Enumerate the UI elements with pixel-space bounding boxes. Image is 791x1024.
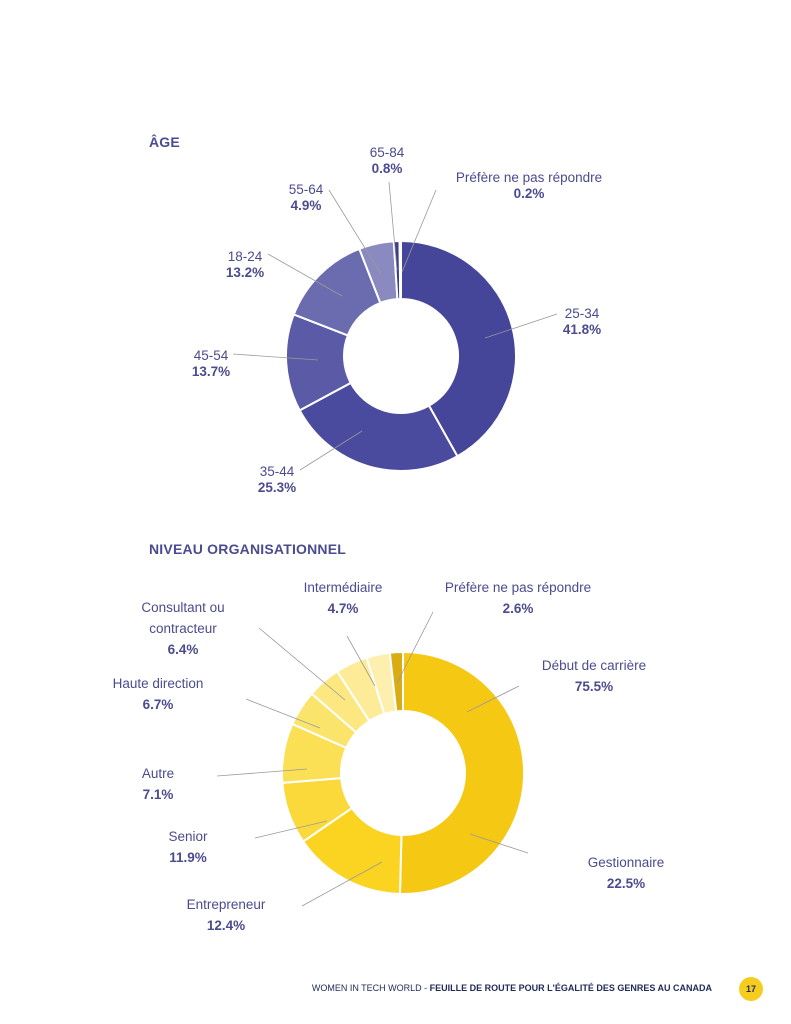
label-autre: Autre <box>142 766 174 781</box>
label-gestionnaire: Gestionnaire <box>588 855 665 870</box>
label-pct-autre: 7.1% <box>143 787 174 802</box>
label-pct-25-34: 41.8% <box>563 322 601 337</box>
footer-publisher: WOMEN IN TECH WORLD - <box>311 983 430 993</box>
footer-text: WOMEN IN TECH WORLD - FEUILLE DE ROUTE P… <box>0 978 712 998</box>
leader-line-intermediaire <box>346 635 376 687</box>
footer-doc-title: FEUILLE DE ROUTE POUR L'ÉGALITÉ DES GENR… <box>429 983 712 993</box>
leader-line-gestionnaire <box>469 833 529 854</box>
donut-chart-org-level: Début de carrière 75.5% Gestionnaire 22.5% E… <box>113 580 665 933</box>
label-debut-de-carriere: Début de carrière <box>542 658 646 673</box>
label-senior: Senior <box>168 829 208 844</box>
leader-line-autre <box>216 768 308 777</box>
leader-line-prefere-ne-pas-repondre <box>396 611 434 684</box>
label-18-24: 18-24 <box>228 249 263 264</box>
label-25-34: 25-34 <box>565 306 600 321</box>
page-number-badge: 17 <box>739 977 763 1001</box>
leader-line-senior <box>254 820 328 839</box>
org-level-section-title: NIVEAU ORGANISATIONNEL <box>149 541 347 557</box>
label-35-44: 35-44 <box>260 464 295 479</box>
label-entrepreneur: Entrepreneur <box>187 897 266 912</box>
label-55-64: 55-64 <box>289 182 324 197</box>
leader-line-45-54 <box>232 353 319 361</box>
label-pct-intermediaire: 4.7% <box>328 601 359 616</box>
label-pct-entrepreneur: 12.4% <box>207 918 245 933</box>
label-haute-direction: Haute direction <box>113 676 204 691</box>
leader-line-18-24 <box>267 253 343 297</box>
slice-prefere-ne-pas-repondre <box>388 650 404 713</box>
leader-line-35-44 <box>299 430 363 471</box>
leader-line-65-84 <box>388 181 398 271</box>
label-prefere-ne-pas-repondre: Préfère ne pas répondre <box>456 170 602 185</box>
label-pct-senior: 11.9% <box>169 850 207 865</box>
label-45-54: 45-54 <box>194 348 229 363</box>
slice-25-34 <box>400 239 517 458</box>
label-pct-consultant-ou-contracteur: 6.4% <box>168 642 199 657</box>
label-pct-prefere-ne-pas-repondre: 0.2% <box>514 186 545 201</box>
label-prefere-ne-pas-repondre: Préfère ne pas répondre <box>445 580 591 595</box>
leader-line-55-64 <box>328 189 382 275</box>
label-pct-18-24: 13.2% <box>226 265 264 280</box>
leader-line-haute-direction <box>245 698 321 729</box>
label-pct-haute-direction: 6.7% <box>143 697 174 712</box>
slice-prefere-ne-pas-repondre <box>398 239 402 301</box>
label-65-84: 65-84 <box>370 145 405 160</box>
label-consultant-ou: Consultant ou <box>141 600 224 615</box>
leader-line-25-34 <box>484 313 558 339</box>
slice-35-44 <box>298 381 459 472</box>
label-pct-35-44: 25.3% <box>258 480 296 495</box>
leader-line-debut-de-carriere <box>466 685 520 713</box>
leader-line-consultant-ou-contracteur <box>258 627 346 701</box>
label-pct-gestionnaire: 22.5% <box>607 876 645 891</box>
leader-line-prefere-ne-pas-repondre <box>401 189 437 273</box>
label-pct-45-54: 13.7% <box>192 364 230 379</box>
label-contracteur: contracteur <box>149 621 217 636</box>
label-pct-debut-de-carriere: 75.5% <box>575 679 613 694</box>
label-pct-55-64: 4.9% <box>291 198 322 213</box>
leader-line-entrepreneur <box>301 861 383 907</box>
age-section-title: ÂGE <box>149 134 180 150</box>
slice-debut-de-carriere <box>398 650 526 895</box>
label-intermediaire: Intermédiaire <box>304 580 383 595</box>
label-pct-65-84: 0.8% <box>372 161 403 176</box>
label-pct-prefere-ne-pas-repondre: 2.6% <box>503 601 534 616</box>
